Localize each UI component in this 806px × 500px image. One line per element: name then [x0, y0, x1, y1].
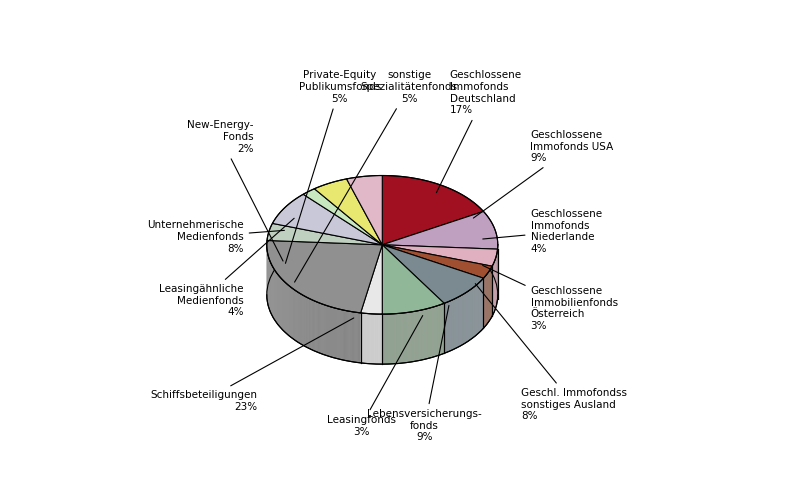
Text: Geschl. Immofondss
sonstiges Ausland
8%: Geschl. Immofondss sonstiges Ausland 8% — [476, 284, 627, 421]
Polygon shape — [382, 245, 444, 314]
Polygon shape — [267, 240, 382, 313]
Polygon shape — [382, 245, 492, 278]
Polygon shape — [382, 245, 497, 266]
Polygon shape — [303, 188, 382, 245]
Text: Geschlossene
Immofonds
Deutschland
17%: Geschlossene Immofonds Deutschland 17% — [436, 70, 521, 192]
Polygon shape — [272, 194, 382, 245]
Text: Geschlossene
Immobilienfonds
Österreich
3%: Geschlossene Immobilienfonds Österreich … — [483, 266, 617, 330]
Text: sonstige
Spezialitätenfonds
5%: sonstige Spezialitätenfonds 5% — [294, 70, 458, 282]
Text: Geschlossene
Immofonds USA
9%: Geschlossene Immofonds USA 9% — [473, 130, 613, 218]
Text: Unternehmerische
Medienfonds
8%: Unternehmerische Medienfonds 8% — [147, 220, 285, 254]
Polygon shape — [360, 245, 382, 314]
Text: Leasingähnliche
Medienfonds
4%: Leasingähnliche Medienfonds 4% — [159, 218, 294, 317]
Polygon shape — [382, 212, 498, 249]
Text: Schiffsbeteiligungen
23%: Schiffsbeteiligungen 23% — [150, 318, 354, 412]
Polygon shape — [314, 179, 382, 245]
Text: Private-Equity
Publikumsfonds
5%: Private-Equity Publikumsfonds 5% — [285, 70, 381, 264]
Polygon shape — [382, 245, 484, 304]
Polygon shape — [382, 176, 484, 245]
Text: Geschlossene
Immofonds
Niederlande
4%: Geschlossene Immofonds Niederlande 4% — [483, 209, 603, 254]
Text: Leasingfonds
3%: Leasingfonds 3% — [326, 316, 422, 436]
Text: Lebensversicherungs-
fonds
9%: Lebensversicherungs- fonds 9% — [368, 306, 482, 442]
Polygon shape — [267, 224, 382, 245]
Polygon shape — [347, 176, 382, 245]
Text: New-Energy-
Fonds
2%: New-Energy- Fonds 2% — [187, 120, 283, 261]
